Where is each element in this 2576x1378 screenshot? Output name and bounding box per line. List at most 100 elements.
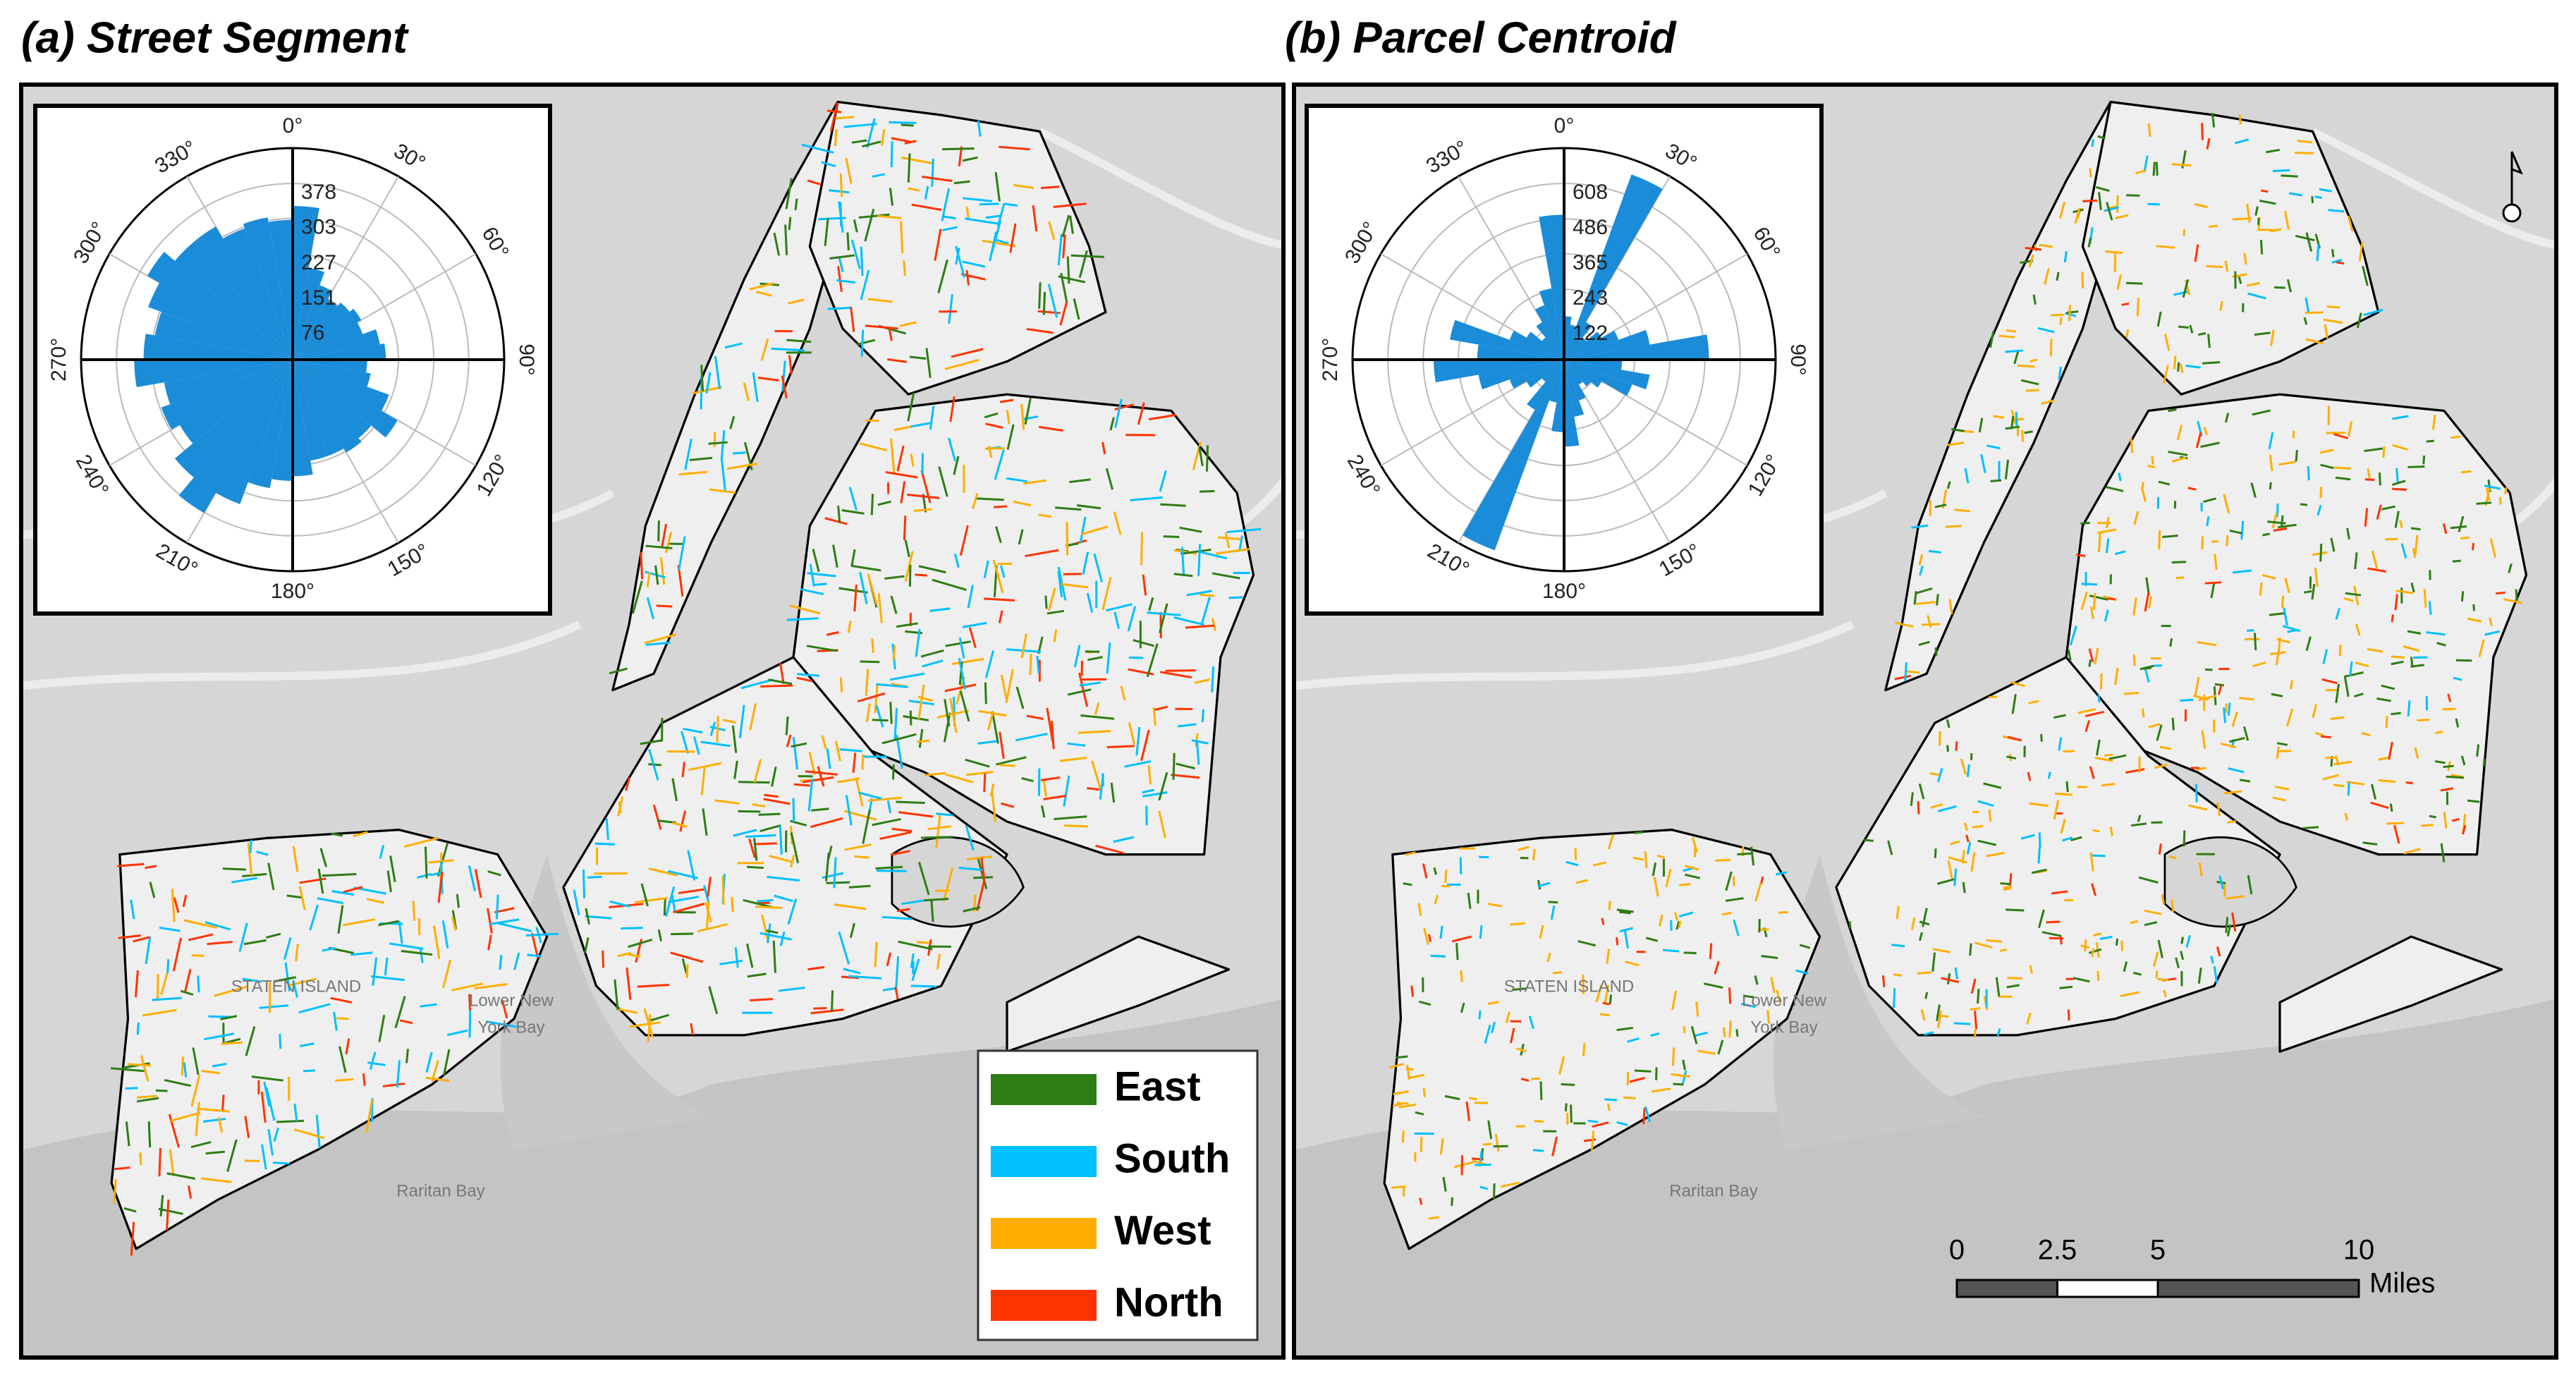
map-segment bbox=[2305, 636, 2312, 652]
map-segment bbox=[2461, 824, 2467, 835]
map-segment bbox=[456, 894, 460, 908]
scale-tick-label: 2.5 bbox=[2038, 1235, 2077, 1266]
map-segment bbox=[953, 180, 970, 185]
map-segment bbox=[1079, 516, 1087, 544]
map-segment bbox=[2376, 697, 2391, 702]
map-segment bbox=[948, 437, 957, 462]
map-segment bbox=[1651, 1087, 1671, 1093]
map-segment bbox=[681, 762, 685, 778]
map-segment bbox=[1173, 616, 1204, 626]
map-segment bbox=[640, 883, 649, 907]
map-segment bbox=[1057, 571, 1063, 597]
map-segment bbox=[865, 324, 898, 330]
map-segment bbox=[2440, 843, 2446, 862]
map-segment bbox=[202, 1117, 226, 1123]
map-segment bbox=[2225, 703, 2228, 713]
map-segment bbox=[1040, 805, 1046, 818]
map-segment bbox=[1947, 441, 1965, 446]
map-segment bbox=[924, 897, 949, 902]
map-segment bbox=[1494, 1133, 1500, 1152]
map-segment bbox=[1960, 758, 1967, 775]
map-segment bbox=[2345, 592, 2362, 597]
map-segment bbox=[2053, 800, 2060, 819]
map-segment bbox=[1078, 250, 1088, 279]
map-segment bbox=[137, 1097, 159, 1103]
map-segment bbox=[2503, 598, 2522, 604]
map-segment bbox=[1750, 846, 1755, 866]
map-segment bbox=[851, 139, 867, 144]
map-segment bbox=[1616, 908, 1634, 913]
map-segment bbox=[1402, 1185, 1405, 1197]
map-segment bbox=[425, 1051, 433, 1073]
rose-bar bbox=[1527, 360, 1564, 410]
map-segment bbox=[139, 1152, 142, 1165]
map-segment bbox=[1159, 470, 1167, 492]
map-segment bbox=[844, 843, 872, 851]
map-segment bbox=[671, 778, 678, 802]
map-segment bbox=[786, 339, 812, 343]
map-segment bbox=[110, 1067, 145, 1073]
map-segment bbox=[1916, 587, 1933, 595]
map-segment bbox=[2391, 614, 2394, 623]
map-segment bbox=[2088, 659, 2092, 667]
map-segment bbox=[885, 470, 918, 479]
map-segment bbox=[918, 565, 946, 574]
map-segment bbox=[918, 728, 924, 748]
panel-title: (b) Parcel Centroid bbox=[1285, 13, 1677, 62]
map-segment bbox=[825, 852, 830, 882]
map-segment bbox=[2185, 934, 2191, 948]
map-segment bbox=[1947, 860, 1953, 879]
map-segment bbox=[871, 638, 874, 653]
map-segment bbox=[2194, 203, 2208, 209]
map-segment bbox=[1799, 944, 1811, 949]
map-segment bbox=[1895, 621, 1914, 628]
map-segment bbox=[419, 947, 424, 963]
map-segment bbox=[2039, 243, 2053, 248]
map-segment bbox=[197, 1107, 230, 1113]
map-segment bbox=[1199, 593, 1215, 597]
map-segment bbox=[1998, 334, 2015, 339]
map-segment bbox=[2194, 244, 2199, 262]
map-segment bbox=[2381, 505, 2395, 511]
map-segment bbox=[159, 926, 181, 932]
map-segment bbox=[1226, 528, 1262, 534]
map-segment bbox=[1671, 990, 1678, 1011]
map-segment bbox=[1451, 1197, 1454, 1206]
map-segment bbox=[1552, 971, 1563, 975]
map-segment bbox=[687, 850, 696, 881]
map-segment bbox=[2392, 444, 2408, 451]
map-segment bbox=[681, 958, 688, 974]
map-segment bbox=[2141, 482, 2144, 490]
map-segment bbox=[963, 197, 992, 202]
map-segment bbox=[2125, 768, 2145, 774]
map-segment bbox=[724, 342, 743, 349]
map-segment bbox=[2407, 630, 2422, 635]
map-segment bbox=[850, 549, 856, 567]
map-segment bbox=[1891, 944, 1905, 948]
map-segment bbox=[2077, 708, 2096, 714]
panel-frame bbox=[1292, 83, 2558, 1360]
angle-tick-label: 270° bbox=[47, 338, 71, 382]
map-segment bbox=[807, 179, 822, 186]
map-segment bbox=[2450, 525, 2467, 530]
map-segment bbox=[1066, 522, 1069, 556]
map-segment bbox=[2367, 567, 2386, 573]
map-segment bbox=[2232, 569, 2252, 574]
map-segment bbox=[2300, 503, 2308, 506]
map-segment bbox=[2151, 456, 2154, 465]
map-segment bbox=[958, 657, 966, 690]
map-segment bbox=[1941, 977, 1960, 983]
map-segment bbox=[920, 836, 953, 839]
map-segment bbox=[123, 1207, 137, 1213]
map-segment bbox=[1487, 1120, 1493, 1140]
map-segment bbox=[2305, 232, 2313, 252]
map-segment bbox=[2011, 694, 2017, 714]
map-segment bbox=[2508, 563, 2513, 573]
map-segment bbox=[2354, 552, 2358, 570]
map-segment bbox=[941, 215, 956, 220]
map-segment bbox=[2471, 542, 2475, 551]
map-segment bbox=[714, 799, 740, 805]
map-segment bbox=[778, 987, 805, 992]
map-segment bbox=[1128, 722, 1136, 745]
